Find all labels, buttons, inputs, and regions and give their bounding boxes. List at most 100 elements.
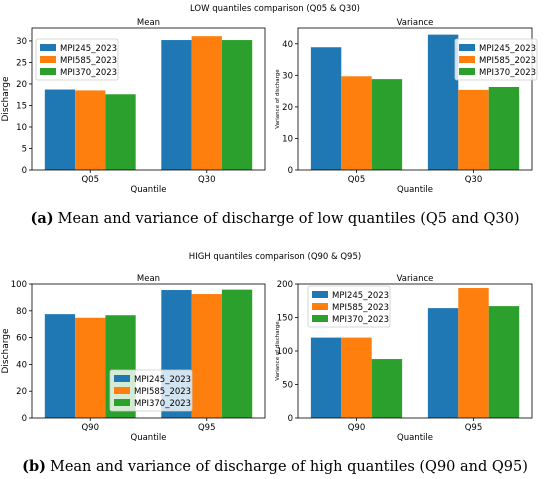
suptitle-low: LOW quantiles comparison (Q05 & Q30) [190, 4, 360, 14]
bar [191, 294, 222, 418]
axes-frame [31, 27, 266, 171]
bar [458, 89, 489, 170]
x-tick-label: Q05 [81, 175, 99, 185]
y-tick-label: 60 [16, 334, 27, 344]
legend-box [307, 285, 391, 328]
axes-frame [31, 283, 266, 419]
legend-label: MPI585_2023 [332, 303, 389, 313]
legend-box [454, 38, 538, 81]
legend-swatch [40, 56, 56, 63]
y-tick-label: 100 [277, 347, 293, 357]
legend-label: MPI370_2023 [60, 68, 117, 78]
bar [161, 40, 192, 170]
y-tick-label: 50 [282, 381, 293, 391]
bar [44, 314, 76, 418]
caption-b: (b) Mean and variance of discharge of hig… [22, 458, 528, 475]
chart-title: Variance [397, 274, 434, 284]
y-axis-label: Discharge [1, 328, 11, 374]
y-tick-label: 20 [282, 103, 293, 113]
x-tick-label: Q05 [348, 175, 366, 185]
y-tick-label: 30 [282, 71, 293, 81]
x-axis-label: Quantile [131, 433, 167, 443]
bar [488, 306, 520, 418]
bar [221, 289, 253, 418]
caption-a-letter: (a) [31, 210, 54, 227]
y-tick-label: 10 [282, 134, 293, 144]
bar [371, 359, 403, 418]
caption-b-letter: (b) [22, 458, 46, 475]
y-tick-label: 5 [22, 144, 27, 154]
y-tick-label: 150 [277, 314, 293, 324]
bar [341, 337, 372, 418]
y-tick-label: 0 [288, 414, 293, 424]
x-axis-label: Quantile [131, 185, 167, 195]
bar [458, 288, 489, 418]
legend-swatch [312, 291, 328, 298]
chart-title: Variance [397, 18, 434, 28]
legend-swatch [40, 68, 56, 75]
legend: MPI245_2023 MPI585_2023 MPI370_2023 [35, 38, 119, 81]
legend-swatch [114, 375, 130, 382]
x-tick-label: Q95 [198, 423, 216, 433]
legend-label: MPI245_2023 [479, 44, 536, 54]
bar [310, 47, 342, 171]
y-axis-label: Discharge [1, 76, 11, 122]
x-tick-label: Q90 [348, 423, 366, 433]
y-tick-label: 20 [16, 387, 27, 397]
bar [341, 76, 372, 170]
bar [488, 87, 520, 170]
legend-label: MPI585_2023 [479, 56, 536, 66]
y-axis-label: Variance of discharge [275, 321, 281, 381]
caption-b-text: Mean and variance of discharge of high q… [50, 459, 528, 475]
chart-0: Mean 0 5 10 15 20 25 30 Q05 Q30 Quantile Discharge M… [1, 18, 266, 195]
x-tick-label: Q30 [198, 175, 216, 185]
y-tick-label: 40 [16, 360, 27, 370]
legend-swatch [312, 303, 328, 310]
legend-swatch [40, 44, 56, 51]
y-tick-label: 15 [16, 101, 27, 111]
y-tick-label: 0 [288, 166, 293, 176]
bar [371, 79, 403, 170]
chart-2: Mean 0 20 40 60 80 100 Q90 Q95 Quantile Discharge M… [1, 274, 266, 443]
axes-frame [297, 27, 533, 171]
legend-label: MPI370_2023 [479, 68, 536, 78]
y-axis-label: Variance of discharge [275, 69, 281, 129]
bar [75, 317, 106, 418]
legend-label: MPI245_2023 [332, 291, 389, 301]
legend-swatch [114, 387, 130, 394]
legend: MPI245_2023 MPI585_2023 MPI370_2023 [109, 369, 193, 412]
chart-title: Mean [137, 18, 160, 28]
bar [427, 34, 459, 171]
chart-title: Mean [137, 274, 160, 284]
legend-label: MPI585_2023 [60, 56, 117, 66]
legend-label: MPI245_2023 [134, 375, 191, 385]
y-tick-label: 0 [22, 166, 27, 176]
legend-swatch [459, 68, 475, 75]
caption-a: (a) Mean and variance of discharge of low… [31, 210, 520, 227]
bar [191, 36, 222, 171]
x-tick-label: Q30 [465, 175, 483, 185]
x-tick-label: Q90 [81, 423, 99, 433]
legend-swatch [459, 44, 475, 51]
x-axis-label: Quantile [397, 433, 433, 443]
bar [44, 89, 76, 170]
legend: MPI245_2023 MPI585_2023 MPI370_2023 [307, 285, 391, 328]
bar [75, 90, 106, 170]
y-tick-label: 30 [16, 37, 27, 47]
charts-group: Mean 0 5 10 15 20 25 30 Q05 Q30 Quantile Discharge M… [1, 18, 538, 443]
legend-box [109, 369, 193, 412]
legend-swatch [459, 56, 475, 63]
chart-1: Variance 0 10 20 30 40 Q05 Q30 Quantile Variance … [275, 18, 538, 195]
y-tick-label: 20 [16, 80, 27, 90]
y-tick-label: 25 [16, 58, 27, 68]
legend-label: MPI370_2023 [332, 315, 389, 325]
y-tick-label: 10 [16, 123, 27, 133]
y-tick-label: 100 [11, 280, 27, 290]
legend-label: MPI585_2023 [134, 387, 191, 397]
caption-a-text: Mean and variance of discharge of low qu… [58, 211, 520, 227]
legend-swatch [114, 399, 130, 406]
chart-3: Variance 0 50 100 150 200 Q90 Q95 Quantile Varian… [275, 274, 533, 443]
x-tick-label: Q95 [465, 423, 483, 433]
legend-label: MPI370_2023 [134, 399, 191, 409]
